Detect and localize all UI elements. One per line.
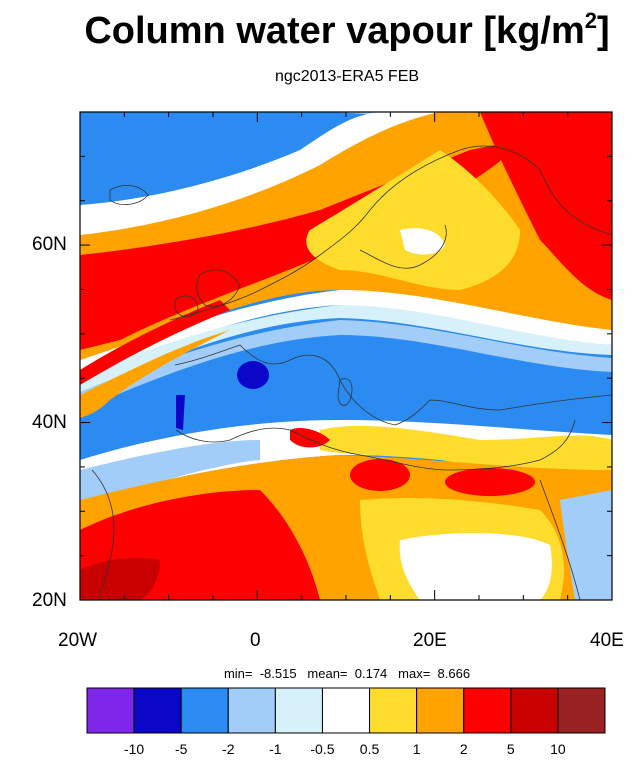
- field-red-tunisia: [290, 428, 330, 448]
- stat-min: -8.515: [259, 666, 297, 681]
- stat-max: 8.666: [437, 666, 471, 681]
- field-lightcyan-band: [80, 305, 612, 395]
- y-tick-label-20n: 20N: [32, 590, 67, 611]
- colorbar-label: -2: [222, 741, 235, 757]
- colorbar-label: 2: [459, 741, 468, 757]
- stat-mean: 0.174: [354, 666, 388, 681]
- colorbar-label: 0.5: [359, 741, 380, 757]
- field-darkblue-spot1: [237, 361, 269, 389]
- x-tick-label-40e: 40E: [590, 630, 624, 651]
- stats-line: min= -8.515 mean= 0.174 max= 8.666: [223, 666, 471, 681]
- field-orange-sw: [80, 330, 230, 418]
- x-tick-label-20w: 20W: [58, 630, 98, 651]
- colorbar-label: -5: [174, 741, 188, 757]
- field-lightblue-band: [80, 320, 612, 410]
- field-blue-med: [80, 360, 612, 460]
- field-lightblue-low: [80, 440, 260, 505]
- field-white-band-c: [80, 290, 612, 380]
- field-red-w: [80, 300, 230, 385]
- colorbar-label: -0.5: [310, 741, 335, 757]
- field-red-libya: [350, 459, 410, 491]
- field-yellow-scand: [306, 150, 520, 290]
- colorbar-label: -1: [269, 741, 282, 757]
- tick-marks: [79, 111, 613, 601]
- field-red-egypt: [445, 468, 535, 496]
- colorbar-label: 10: [550, 741, 566, 757]
- y-tick-label-40n: 40N: [32, 412, 67, 433]
- field-white-africa: [399, 533, 552, 600]
- coastlines: [91, 145, 612, 600]
- field-red-ne: [480, 112, 612, 300]
- x-tick-label-20e: 20E: [413, 630, 447, 651]
- chart-title: Column water vapour [kg/m2]: [84, 8, 610, 52]
- anomaly-field: [80, 112, 612, 600]
- field-yellow-smed: [320, 425, 612, 475]
- field-lightblue-se: [560, 490, 612, 600]
- chart-subtitle: ngc2013-ERA5 FEB: [274, 68, 420, 85]
- field-white-scand: [400, 228, 445, 255]
- colorbar-label: 5: [506, 741, 515, 757]
- colorbar-label: -10: [123, 741, 145, 757]
- field-darkred-africa: [80, 558, 160, 600]
- y-tick-label-60n: 60N: [32, 234, 67, 255]
- colorbar-label: 1: [412, 741, 421, 757]
- x-tick-label-0: 0: [250, 630, 261, 651]
- field-darkblue-spot2: [176, 395, 185, 430]
